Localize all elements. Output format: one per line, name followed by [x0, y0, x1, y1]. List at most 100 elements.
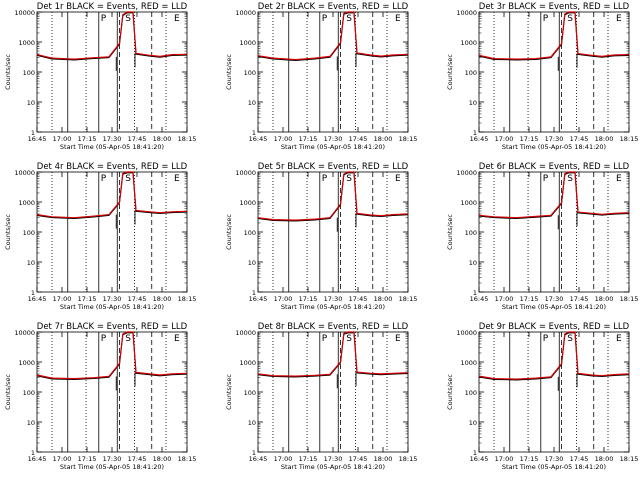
- marker-s: S: [567, 334, 573, 344]
- y-axis-label: Counts/sec: [446, 374, 454, 410]
- panel-det-6: Det 6r BLACK = Events, RED = LLD 1 10 100 10…: [446, 162, 638, 311]
- x-tick-label: 17:45: [570, 455, 589, 463]
- marker-e: E: [395, 174, 401, 184]
- x-tick-label: 17:45: [128, 455, 147, 463]
- y-tick-label: 100: [23, 229, 35, 237]
- y-tick-label: 10000: [235, 9, 256, 17]
- marker-e: E: [616, 174, 622, 184]
- x-tick-label: 16:45: [28, 135, 47, 143]
- x-tick-label: 18:15: [620, 455, 639, 463]
- marker-e: E: [616, 14, 622, 24]
- marker-s: S: [346, 334, 352, 344]
- x-axis-label: Start Time (05-Apr-05 18:41:20): [60, 303, 164, 311]
- y-tick-label: 10: [27, 419, 35, 427]
- x-tick-label: 17:00: [53, 295, 72, 303]
- x-tick-label: 16:45: [249, 455, 268, 463]
- marker-p: P: [543, 334, 549, 344]
- y-tick-label: 100: [23, 389, 35, 397]
- marker-s: S: [125, 174, 131, 184]
- marker-p: P: [322, 174, 328, 184]
- series-events: [478, 172, 630, 220]
- x-tick-label: 17:00: [495, 135, 514, 143]
- x-tick-label: 17:15: [78, 455, 97, 463]
- panel-det-7: Det 7r BLACK = Events, RED = LLD 1 10 100 10…: [4, 322, 196, 471]
- y-tick-label: 10000: [456, 9, 477, 17]
- x-tick-label: 17:00: [53, 455, 72, 463]
- x-tick-label: 16:45: [470, 295, 489, 303]
- x-tick-label: 17:45: [349, 295, 368, 303]
- x-tick-label: 17:30: [545, 455, 564, 463]
- marker-s: S: [125, 334, 131, 344]
- plot-frame: [478, 11, 630, 133]
- marker-p: P: [322, 14, 328, 24]
- y-tick-label: 10: [248, 99, 256, 107]
- panel-title: Det 4r BLACK = Events, RED = LLD: [37, 162, 188, 172]
- x-tick-label: 18:15: [399, 135, 418, 143]
- x-tick-label: 18:00: [153, 455, 172, 463]
- plot-frame: [257, 171, 409, 293]
- x-tick-label: 17:15: [78, 135, 97, 143]
- x-tick-label: 16:45: [249, 135, 268, 143]
- series-events: [36, 332, 188, 380]
- series-lld: [478, 11, 630, 60]
- x-tick-label: 17:30: [103, 295, 122, 303]
- plot-frame: [478, 331, 630, 453]
- x-tick-label: 17:00: [53, 135, 72, 143]
- y-tick-label: 100: [244, 389, 256, 397]
- series-lld: [257, 171, 409, 221]
- y-tick-label: 1000: [239, 199, 256, 207]
- x-tick-label: 16:45: [470, 455, 489, 463]
- x-tick-label: 16:45: [249, 295, 268, 303]
- y-tick-label: 10000: [14, 9, 35, 17]
- panel-det-3: Det 3r BLACK = Events, RED = LLD 1 10 100 10…: [446, 2, 638, 151]
- x-tick-label: 17:00: [495, 455, 514, 463]
- marker-p: P: [101, 174, 107, 184]
- plot-frame: [36, 171, 188, 293]
- x-tick-label: 17:00: [495, 295, 514, 303]
- x-tick-label: 17:00: [274, 135, 293, 143]
- panel-det-4: Det 4r BLACK = Events, RED = LLD 1 10 100 10…: [4, 162, 196, 311]
- x-tick-label: 17:15: [78, 295, 97, 303]
- y-axis-label: Counts/sec: [225, 54, 233, 90]
- y-axis-label: Counts/sec: [4, 374, 12, 410]
- marker-p: P: [322, 334, 328, 344]
- series-events: [478, 332, 630, 381]
- y-tick-label: 10000: [14, 329, 35, 337]
- x-tick-label: 17:45: [570, 295, 589, 303]
- y-tick-label: 1: [473, 449, 477, 457]
- series-events: [257, 12, 409, 61]
- y-tick-label: 100: [244, 69, 256, 77]
- x-tick-label: 17:30: [324, 135, 343, 143]
- y-tick-label: 10000: [456, 169, 477, 177]
- x-axis-label: Start Time (05-Apr-05 18:41:20): [60, 463, 164, 471]
- x-tick-label: 17:45: [128, 295, 147, 303]
- plot-frame: [478, 171, 630, 293]
- y-axis-label: Counts/sec: [446, 54, 454, 90]
- marker-s: S: [346, 174, 352, 184]
- panel-title: Det 5r BLACK = Events, RED = LLD: [258, 162, 409, 172]
- x-tick-label: 18:00: [153, 295, 172, 303]
- marker-p: P: [101, 14, 107, 24]
- series-events: [478, 12, 630, 61]
- y-tick-label: 100: [465, 229, 477, 237]
- plot-frame: [257, 331, 409, 453]
- marker-s: S: [567, 174, 573, 184]
- x-tick-label: 17:45: [570, 135, 589, 143]
- y-tick-label: 1: [473, 289, 477, 297]
- marker-e: E: [174, 334, 180, 344]
- x-tick-label: 18:00: [374, 295, 393, 303]
- series-lld: [36, 331, 188, 380]
- x-tick-label: 17:30: [324, 455, 343, 463]
- series-lld: [36, 11, 188, 60]
- y-tick-label: 10: [27, 99, 35, 107]
- x-tick-label: 17:30: [324, 295, 343, 303]
- y-tick-label: 1: [252, 129, 256, 137]
- y-tick-label: 1: [31, 449, 35, 457]
- x-tick-label: 18:00: [595, 455, 614, 463]
- y-tick-label: 1000: [460, 39, 477, 47]
- y-tick-label: 10000: [235, 169, 256, 177]
- plot-frame: [36, 11, 188, 133]
- x-tick-label: 17:15: [520, 295, 539, 303]
- marker-p: P: [543, 14, 549, 24]
